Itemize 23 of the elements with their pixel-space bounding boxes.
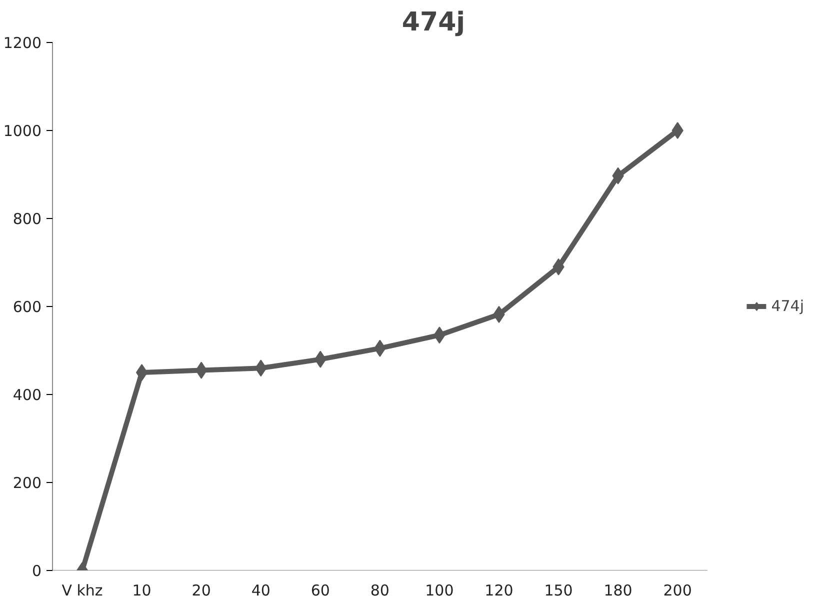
x-tick-label: 120 — [484, 582, 514, 600]
y-tick-label: 400 — [12, 386, 42, 404]
x-tick-label: 180 — [604, 582, 632, 600]
x-tick-label: 60 — [310, 582, 330, 600]
x-tick-label: 10 — [132, 582, 152, 600]
point — [136, 364, 148, 381]
x-tick-label: 100 — [425, 582, 454, 600]
y-tick-label: 600 — [12, 298, 42, 316]
y-tick-label: 1200 — [3, 34, 42, 52]
y-tick-label: 800 — [12, 210, 42, 228]
x-tick-label: 200 — [663, 582, 692, 600]
x-tick-label: 20 — [192, 582, 211, 600]
x-tick-label: 80 — [370, 582, 390, 600]
y-tick-label: 0 — [32, 562, 42, 580]
chart-title: 474j — [402, 8, 466, 38]
y-tick-label: 1000 — [3, 122, 42, 140]
legend-label: 474j — [771, 297, 804, 315]
x-tick-label: 40 — [251, 582, 270, 600]
point — [195, 362, 208, 379]
y-tick-label: 200 — [12, 474, 42, 492]
x-tick-label: 150 — [544, 582, 573, 600]
point — [672, 122, 684, 139]
x-tick-label: V khz — [62, 582, 103, 600]
